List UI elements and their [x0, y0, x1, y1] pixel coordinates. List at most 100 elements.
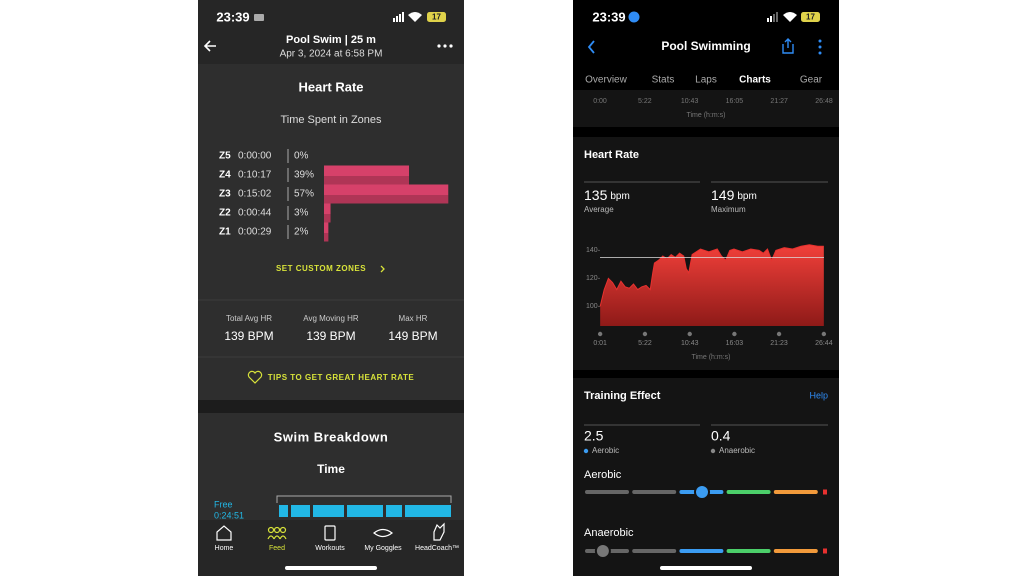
x-tick-label: 10:43 [681, 340, 699, 347]
x-tick-dot [821, 331, 827, 337]
tab[interactable]: Laps [695, 75, 717, 86]
scale-segment [632, 549, 677, 553]
zones: Z5 0:00:00 0% Z4 0:10:17 39% Z3 0:15:02 57% Z2 0:0… [219, 149, 449, 242]
panel [573, 90, 839, 127]
nav-label[interactable]: My Goggles [364, 545, 402, 552]
zone-percent: 57% [294, 189, 314, 200]
training-scales [585, 484, 827, 559]
stat-label: Max HR [399, 314, 428, 323]
average-value: 135 [584, 187, 608, 203]
section-subtitle: Time Spent in Zones [280, 114, 382, 126]
back-button[interactable] [203, 40, 216, 52]
tab[interactable]: Gear [800, 75, 823, 86]
zone-time: 0:15:02 [238, 189, 272, 200]
more-button[interactable] [437, 44, 453, 48]
x-tick-label: 0:01 [593, 340, 607, 347]
stroke-time: 0:24:51 [214, 510, 244, 520]
zone-bar-shade [324, 214, 331, 223]
scale-segment [585, 490, 629, 494]
nav-label[interactable]: Workouts [315, 545, 345, 552]
scale-segment [726, 549, 771, 553]
unit: bpm [610, 191, 629, 202]
x-axis-label: Time (h:m:s) [686, 112, 725, 119]
zone-percent: 0% [294, 151, 309, 162]
nav-label[interactable]: Feed [269, 545, 285, 552]
legend-dot [710, 448, 716, 454]
zone-bar [324, 165, 410, 185]
zone-percent: 39% [294, 170, 314, 181]
stat-value: 139 BPM [224, 329, 273, 343]
battery-icon [427, 12, 446, 22]
scale-segment [773, 549, 818, 553]
nav-icons [216, 522, 445, 541]
y-tick-label: 140 [586, 247, 598, 254]
maximum-value: 149 [711, 187, 735, 203]
y-tick-label: 100 [586, 303, 598, 310]
tab[interactable]: Charts [739, 75, 771, 86]
average-stat: 135 bpm [584, 187, 630, 203]
header-title: Pool Swim | 25 m [286, 34, 376, 46]
left-background [198, 0, 464, 576]
stats: Total Avg HR 139 BPM Avg Moving HR 139 BPM M… [224, 314, 437, 343]
x-tick-label: 21:27 [770, 98, 788, 105]
location-icon [628, 11, 640, 23]
zone-bar-shade [324, 233, 329, 242]
x-tick-label: 0:00 [593, 98, 607, 105]
right-phone: 23:39 17 Pool Swimming Overview Stats Laps… [573, 0, 839, 576]
heart-rate-chart: 100 120 140 0:01 5:22 10:43 16:03 21:23 26:44 [586, 244, 833, 347]
x-tick-label: 26:44 [815, 340, 833, 347]
custom-zones-link[interactable]: SET CUSTOM ZONES [276, 264, 366, 273]
tab[interactable]: Overview [585, 75, 627, 86]
panel-title: Heart Rate [584, 149, 639, 161]
area-fill [600, 244, 824, 326]
tab[interactable]: Stats [652, 75, 675, 86]
aerobic-label: Aerobic [592, 446, 619, 455]
scale-segment [726, 490, 771, 494]
scale-segment [679, 549, 724, 553]
header-subtitle: Apr 3, 2024 at 6:58 PM [280, 49, 383, 60]
panel-title: Training Effect [584, 390, 661, 402]
tips-link[interactable]: TIPS TO GET GREAT HEART RATE [268, 373, 415, 382]
scale-title: Anaerobic [584, 527, 634, 539]
zone-bar-shade [324, 176, 410, 185]
signal-icon [393, 12, 404, 22]
stat-value: 139 BPM [306, 329, 355, 343]
line [599, 244, 824, 307]
x-tick-label: 16:03 [726, 340, 744, 347]
scale-end [823, 489, 827, 495]
zone-name: Z2 [219, 208, 231, 219]
nav-label[interactable]: HeadCoach™ [415, 545, 459, 552]
nav-label[interactable]: Home [215, 545, 234, 552]
left-phone: 23:39 17 Pool Swim | 25 m Apr 3, 2024 at… [198, 0, 464, 576]
bed-icon [254, 14, 264, 21]
breakdown-frame [276, 495, 452, 503]
maximum-stat: 149 bpm [711, 187, 757, 203]
wifi-icon [408, 12, 422, 22]
previous-chart-axis: 0:00 5:22 10:43 16:05 21:27 26:48 [593, 98, 833, 105]
scale-knob [696, 486, 708, 498]
x-tick-dot [642, 331, 648, 337]
help-link[interactable]: Help [809, 390, 828, 400]
home-indicator [285, 566, 377, 570]
stat-label: Total Avg HR [226, 314, 272, 323]
unit: bpm [737, 191, 756, 202]
x-tick-dot [776, 331, 782, 337]
share-button[interactable] [782, 38, 794, 54]
x-tick-label: 5:22 [638, 98, 652, 105]
zone-name: Z1 [219, 227, 231, 238]
scale-segment [773, 490, 818, 494]
x-tick-dot [597, 331, 603, 337]
x-axis-label: Time (h:m:s) [691, 354, 730, 361]
zone-name: Z3 [219, 189, 231, 200]
signal-icon [767, 12, 778, 22]
anaerobic-value: 0.4 [711, 428, 731, 444]
scale-end [823, 548, 827, 554]
aerobic-value: 2.5 [584, 428, 604, 444]
back-button[interactable] [587, 40, 595, 54]
breakdown-subtitle: Time [317, 462, 345, 476]
panel [573, 378, 839, 576]
x-tick-dot [687, 331, 692, 337]
zone-time: 0:00:29 [238, 227, 272, 238]
zone-percent: 3% [294, 208, 309, 219]
more-button[interactable] [818, 39, 822, 55]
